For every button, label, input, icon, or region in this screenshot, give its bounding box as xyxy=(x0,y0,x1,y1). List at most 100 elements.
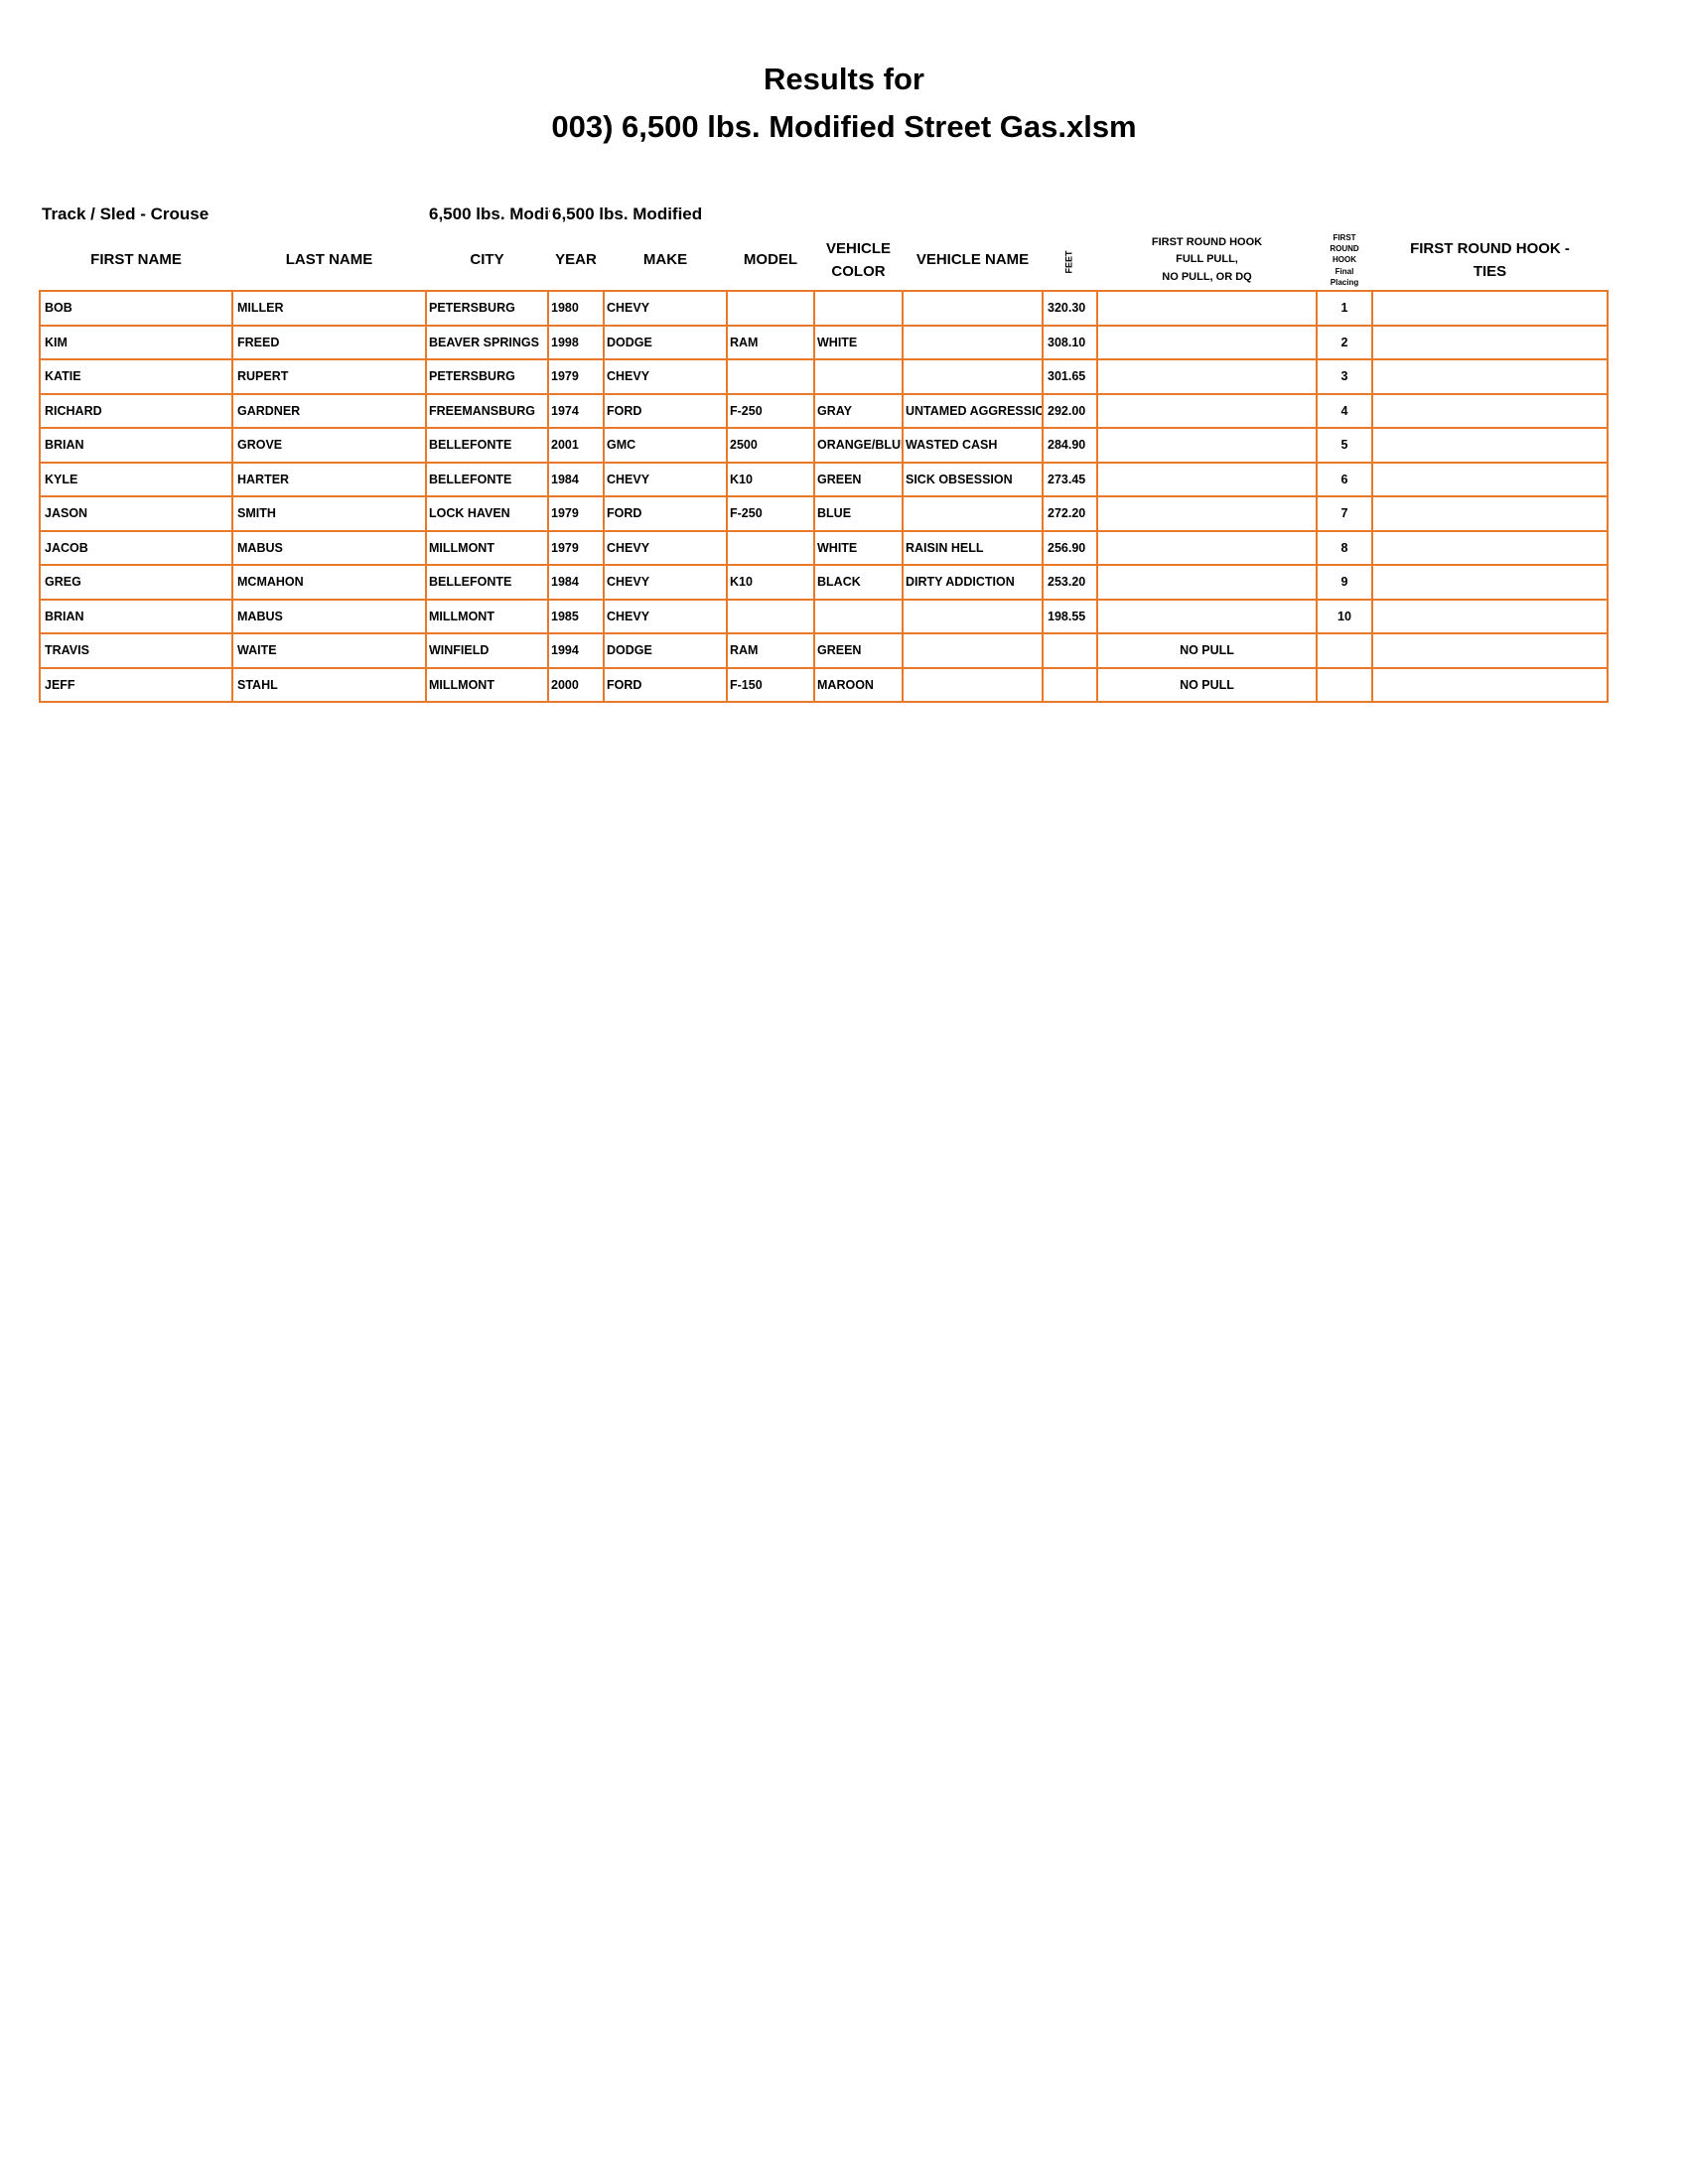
table-cell xyxy=(1096,324,1318,360)
table-cell: 1980 xyxy=(547,290,605,327)
table-cell: K10 xyxy=(726,564,815,601)
header-text: MODEL xyxy=(743,251,798,269)
cell-text: MILLMONT xyxy=(429,677,494,692)
table-cell: F-250 xyxy=(726,392,815,429)
table-cell: 273.45 xyxy=(1042,461,1098,497)
table-cell: KIM xyxy=(39,324,233,360)
column-header: CITY xyxy=(426,230,548,291)
table-cell: RAM xyxy=(726,632,815,669)
cell-text: 1994 xyxy=(551,643,579,658)
table-cell: 198.55 xyxy=(1042,598,1098,634)
subtitle: 003) 6,500 lbs. Modified Street Gas.xlsm xyxy=(551,109,1137,144)
table-cell: K10 xyxy=(726,461,815,497)
column-header: FEET xyxy=(1043,230,1097,291)
table-cell: 253.20 xyxy=(1042,564,1098,601)
header-text: FIRST NAME xyxy=(90,251,182,269)
track-label: Track / Sled - Crouse xyxy=(42,205,210,223)
table-cell: BOB xyxy=(39,290,233,327)
table-cell: 1984 xyxy=(547,461,605,497)
cell-text: CHEVY xyxy=(607,609,650,623)
table-cell: CHEVY xyxy=(603,529,728,566)
cell-text: GROVE xyxy=(237,438,283,453)
table-cell: NO PULL xyxy=(1096,666,1318,703)
table-cell xyxy=(726,358,815,395)
table-cell: ORANGE/BLUE xyxy=(813,427,904,464)
header-line: FIRST ROUND HOOK - xyxy=(1410,239,1570,257)
column-header: FIRST NAME xyxy=(40,230,232,291)
table-cell: MILLMONT xyxy=(425,666,549,703)
column-header: VEHICLE COLOR xyxy=(814,230,903,291)
table-cell xyxy=(1371,461,1609,497)
table-cell: SMITH xyxy=(231,495,427,532)
table-cell: 284.90 xyxy=(1042,427,1098,464)
cell-text: 5 xyxy=(1340,438,1348,453)
table-cell: MABUS xyxy=(231,598,427,634)
cell-text: 292.00 xyxy=(1048,403,1086,418)
column-header: FIRST ROUND HOOK Final Placing xyxy=(1317,230,1372,291)
table-cell: 10 xyxy=(1316,598,1373,634)
table-cell: F-250 xyxy=(726,495,815,532)
table-cell xyxy=(902,358,1044,395)
table-cell: NO PULL xyxy=(1096,632,1318,669)
header-text: CITY xyxy=(470,251,504,269)
cell-text: 308.10 xyxy=(1048,335,1086,349)
cell-text: BLUE xyxy=(817,506,852,521)
header-line: Final xyxy=(1335,266,1354,276)
class-label-clipped: 6,500 lbs. Modified xyxy=(429,205,550,223)
table-cell xyxy=(1371,358,1609,395)
table-cell: FORD xyxy=(603,495,728,532)
table-cell: 1974 xyxy=(547,392,605,429)
table-cell: JASON xyxy=(39,495,233,532)
table-cell xyxy=(1371,529,1609,566)
column-header: MODEL xyxy=(727,230,814,291)
class-label: 6,500 lbs. Modified xyxy=(552,205,703,223)
table-cell: WINFIELD xyxy=(425,632,549,669)
cell-text: ORANGE/BLUE xyxy=(817,438,903,453)
cell-text: NO PULL xyxy=(1180,677,1234,692)
cell-text: LOCK HAVEN xyxy=(429,506,510,521)
table-cell xyxy=(1096,461,1318,497)
cell-text: 3 xyxy=(1340,369,1348,384)
cell-text: CHEVY xyxy=(607,575,650,590)
header-line: FIRST ROUND HOOK xyxy=(1151,235,1263,248)
cell-text: SICK OBSESSION xyxy=(906,472,1013,486)
cell-text: BELLEFONTE xyxy=(429,575,512,590)
table-cell: RAISIN HELL xyxy=(902,529,1044,566)
cell-text: FORD xyxy=(607,506,642,521)
cell-text: 273.45 xyxy=(1048,472,1086,486)
cell-text: GREEN xyxy=(817,643,862,658)
table-cell xyxy=(902,324,1044,360)
table-cell xyxy=(726,290,815,327)
cell-text: MILLER xyxy=(237,301,284,316)
table-cell xyxy=(1316,632,1373,669)
table-row: GREG MCMAHON BELLEFONTE 1984 CHEVY K10 BLACK DI… xyxy=(39,564,1609,601)
cell-text: 1984 xyxy=(551,575,579,590)
table-cell: 1998 xyxy=(547,324,605,360)
table-cell: BELLEFONTE xyxy=(425,427,549,464)
table-cell: CHEVY xyxy=(603,358,728,395)
table-cell: KYLE xyxy=(39,461,233,497)
cell-text: WINFIELD xyxy=(429,643,490,658)
cell-text: 1979 xyxy=(551,369,579,384)
table-cell xyxy=(1096,564,1318,601)
cell-text: HARTER xyxy=(237,472,290,486)
cell-text: K10 xyxy=(730,472,753,486)
cell-text: CHEVY xyxy=(607,472,650,486)
cell-text: MABUS xyxy=(237,609,283,623)
table-row: KYLE HARTER BELLEFONTE 1984 CHEVY K10 GREEN SIC… xyxy=(39,461,1609,497)
table-cell xyxy=(1042,666,1098,703)
table-cell: RICHARD xyxy=(39,392,233,429)
table-cell: RUPERT xyxy=(231,358,427,395)
table-row: BOB MILLER PETERSBURG 1980 CHEVY 320.30 1 xyxy=(39,290,1609,327)
cell-text: CHEVY xyxy=(607,301,650,316)
table-cell xyxy=(1371,495,1609,532)
cell-text: BELLEFONTE xyxy=(429,472,512,486)
table-row: BRIAN MABUS MILLMONT 1985 CHEVY 198.55 10 xyxy=(39,598,1609,634)
table-row: RICHARD GARDNER FREEMANSBURG 1974 FORD F-250 G… xyxy=(39,392,1609,429)
table-cell: 1994 xyxy=(547,632,605,669)
table-cell: 1979 xyxy=(547,529,605,566)
cell-text: MILLMONT xyxy=(429,540,494,555)
header-line: VEHICLE xyxy=(825,239,891,257)
header-text: FEET xyxy=(1063,250,1074,274)
